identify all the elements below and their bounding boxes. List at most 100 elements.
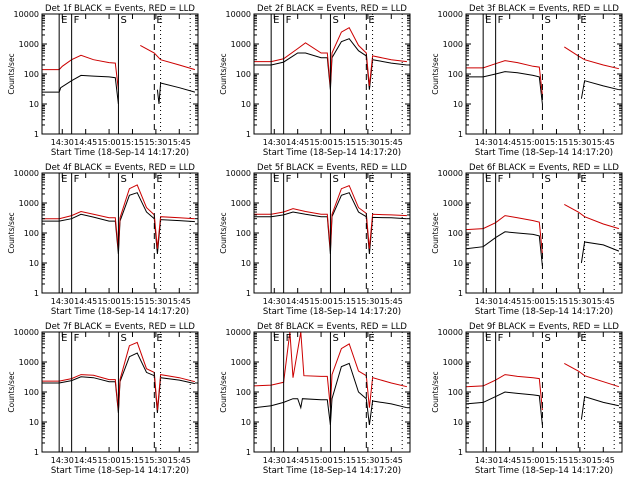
series-line-lld: [466, 203, 620, 255]
x-tick-label: 14:45: [498, 138, 521, 147]
y-tick-label: 1000: [443, 40, 463, 49]
x-tick-label: 14:45: [74, 456, 97, 465]
y-tick-label: 100: [236, 388, 251, 397]
x-tick-label: 15:30: [568, 456, 591, 465]
x-tick-label: 15:15: [121, 297, 144, 306]
x-tick-label: 15:30: [356, 297, 379, 306]
x-tick-label: 15:30: [356, 138, 379, 147]
marker-label: F: [286, 15, 292, 26]
marker-label: E: [485, 174, 491, 185]
plot-frame: [465, 13, 623, 135]
y-axis-label: Counts/sec: [7, 371, 16, 412]
plot-frame: [41, 331, 199, 453]
x-tick-label: 15:00: [310, 456, 333, 465]
x-tick-label: 15:00: [98, 456, 121, 465]
x-tick-label: 15:15: [333, 456, 356, 465]
x-tick-label: 15:00: [310, 138, 333, 147]
x-tick-label: 15:15: [545, 297, 568, 306]
x-tick-label: 14:45: [74, 297, 97, 306]
y-tick-label: 100: [236, 229, 251, 238]
y-tick-label: 1000: [443, 199, 463, 208]
panel-title: Det 7f BLACK = Events, RED = LLD: [45, 322, 195, 332]
marker-label: E: [368, 333, 374, 344]
marker-label: E: [61, 15, 67, 26]
y-tick-label: 1000: [19, 358, 39, 367]
x-tick-label: 14:30: [263, 456, 286, 465]
y-tick-label: 1: [458, 130, 463, 139]
marker-label: E: [485, 333, 491, 344]
plot-frame: [253, 331, 411, 453]
y-tick-label: 100: [236, 70, 251, 79]
x-tick-label: 15:00: [310, 297, 333, 306]
x-tick-label: 14:45: [498, 456, 521, 465]
plot-frame: [465, 172, 623, 294]
y-tick-label: 10000: [14, 10, 39, 19]
x-tick-label: 15:30: [144, 138, 167, 147]
y-tick-label: 10000: [438, 328, 463, 337]
y-tick-label: 10: [453, 418, 463, 427]
x-tick-label: 15:30: [144, 297, 167, 306]
series-line-events: [466, 71, 620, 105]
plot-frame: [41, 13, 199, 135]
x-tick-label: 15:00: [98, 138, 121, 147]
x-tick-label: 15:30: [356, 456, 379, 465]
y-tick-label: 1: [34, 289, 39, 298]
y-tick-label: 1: [246, 289, 251, 298]
x-tick-label: 15:00: [522, 297, 545, 306]
x-tick-label: 14:30: [51, 138, 74, 147]
y-tick-label: 1: [34, 448, 39, 457]
y-axis-label: Counts/sec: [219, 53, 228, 94]
y-tick-label: 1000: [443, 358, 463, 367]
x-tick-label: 15:45: [592, 297, 615, 306]
x-tick-label: 15:45: [592, 456, 615, 465]
marker-label: S: [544, 174, 550, 185]
x-axis-label: Start Time (18-Sep-14 14:17:20): [263, 307, 401, 317]
panel-title: Det 1f BLACK = Events, RED = LLD: [45, 4, 195, 14]
marker-label: S: [332, 15, 338, 26]
marker-label: S: [544, 333, 550, 344]
y-tick-label: 1000: [231, 199, 251, 208]
x-tick-label: 15:15: [545, 456, 568, 465]
marker-label: E: [156, 333, 162, 344]
series-line-lld: [42, 341, 196, 411]
marker-label: E: [580, 333, 586, 344]
marker-label: S: [120, 333, 126, 344]
x-tick-label: 14:30: [51, 456, 74, 465]
x-tick-label: 15:45: [168, 456, 191, 465]
y-tick-label: 10000: [438, 10, 463, 19]
x-tick-label: 14:45: [74, 138, 97, 147]
y-tick-label: 10: [241, 418, 251, 427]
marker-label: F: [286, 174, 292, 185]
series-line-events: [466, 231, 620, 266]
marker-label: F: [498, 333, 504, 344]
x-tick-label: 15:00: [522, 138, 545, 147]
y-tick-label: 1: [34, 130, 39, 139]
x-tick-label: 14:30: [263, 297, 286, 306]
y-tick-label: 10000: [226, 169, 251, 178]
x-tick-label: 15:45: [380, 297, 403, 306]
y-tick-label: 100: [448, 229, 463, 238]
y-tick-label: 1: [246, 448, 251, 457]
y-axis-label: Counts/sec: [219, 212, 228, 253]
x-tick-label: 15:15: [333, 138, 356, 147]
plot-frame: [465, 331, 623, 453]
x-axis-label: Start Time (18-Sep-14 14:17:20): [51, 466, 189, 476]
marker-label: F: [498, 174, 504, 185]
x-tick-label: 15:45: [168, 297, 191, 306]
marker-label: F: [286, 333, 292, 344]
x-tick-label: 15:45: [168, 138, 191, 147]
marker-label: E: [156, 15, 162, 26]
plot-frame: [253, 13, 411, 135]
marker-label: E: [61, 333, 67, 344]
y-tick-label: 10000: [14, 328, 39, 337]
y-tick-label: 100: [24, 229, 39, 238]
y-tick-label: 10: [29, 100, 39, 109]
x-axis-label: Start Time (18-Sep-14 14:17:20): [475, 148, 613, 158]
x-tick-label: 14:30: [263, 138, 286, 147]
y-tick-label: 10000: [438, 169, 463, 178]
